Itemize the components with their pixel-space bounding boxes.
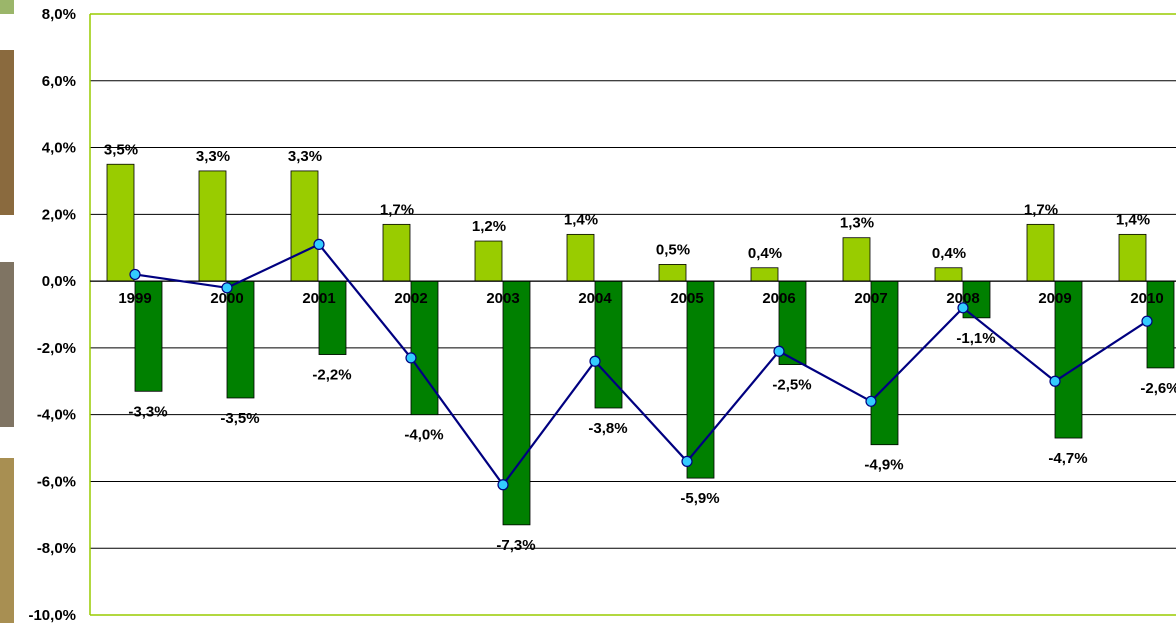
y-tick-label: -8,0% <box>37 540 76 557</box>
x-tick-label: 2004 <box>578 290 612 307</box>
line-marker <box>1141 315 1153 327</box>
x-tick-label: 2005 <box>670 290 703 307</box>
line-marker <box>589 355 601 367</box>
bar-positive <box>106 163 135 282</box>
data-label-positive: 1,3% <box>840 215 874 232</box>
data-label-positive: 3,3% <box>288 148 322 165</box>
x-tick-label: 2003 <box>486 290 519 307</box>
bar-positive <box>566 233 595 282</box>
line-marker <box>681 455 693 468</box>
data-label-negative: -2,2% <box>312 367 351 384</box>
data-label-positive: 0,4% <box>748 245 782 262</box>
bar-negative <box>686 280 715 479</box>
x-tick-label: 2001 <box>302 290 335 307</box>
data-label-negative: -4,9% <box>864 457 903 474</box>
line-marker <box>957 302 969 314</box>
data-label-positive: 1,4% <box>564 211 598 228</box>
y-tick-label: -10,0% <box>28 607 76 623</box>
data-label-negative: -7,3% <box>496 537 535 554</box>
data-label-positive: 3,5% <box>104 141 138 158</box>
data-label-positive: 0,5% <box>656 241 690 258</box>
bar-positive <box>290 170 319 282</box>
y-tick-label: -4,0% <box>37 407 76 424</box>
line-marker <box>773 345 785 357</box>
line-marker <box>865 395 877 407</box>
bar-positive <box>198 170 227 282</box>
bar-negative <box>1054 280 1083 439</box>
line-marker <box>1049 375 1061 387</box>
data-label-negative: -4,7% <box>1048 450 1087 467</box>
bar-positive <box>842 237 871 282</box>
line-marker <box>405 352 417 364</box>
bar-positive <box>658 264 687 282</box>
data-label-negative: -2,5% <box>772 377 811 394</box>
data-label-negative: -3,8% <box>588 420 627 437</box>
y-tick-label: -2,0% <box>37 340 76 357</box>
x-tick-label: 2010 <box>1130 290 1163 307</box>
line-marker <box>129 268 141 281</box>
y-tick-label: 2,0% <box>42 206 76 223</box>
data-label-positive: 1,2% <box>472 218 506 235</box>
bar-negative <box>410 280 439 416</box>
decorative-photo-strip <box>0 0 14 623</box>
x-tick-label: 2009 <box>1038 290 1071 307</box>
line-marker <box>497 479 509 491</box>
data-label-negative: -2,6% <box>1140 380 1176 397</box>
x-tick-label: 1999 <box>118 290 151 307</box>
data-label-negative: -5,9% <box>680 490 719 507</box>
data-label-negative: -4,0% <box>404 427 443 444</box>
data-label-negative: -1,1% <box>956 330 995 347</box>
y-tick-label: -6,0% <box>37 473 76 490</box>
bar-positive <box>934 267 963 282</box>
y-tick-label: 6,0% <box>42 73 76 90</box>
x-tick-label: 2007 <box>854 290 887 307</box>
x-tick-label: 2000 <box>210 290 243 307</box>
line-marker <box>313 238 325 250</box>
data-label-positive: 0,4% <box>932 245 966 262</box>
data-label-positive: 1,7% <box>380 201 414 218</box>
bar-positive <box>474 240 503 282</box>
y-tick-label: 4,0% <box>42 140 76 157</box>
bar-negative <box>226 280 255 399</box>
x-tick-label: 2006 <box>762 290 795 307</box>
x-tick-label: 2002 <box>394 290 427 307</box>
y-tick-label: 8,0% <box>42 6 76 23</box>
line-marker <box>221 282 233 294</box>
data-label-negative: -3,5% <box>220 410 259 427</box>
bar-negative <box>870 280 899 446</box>
data-label-positive: 3,3% <box>196 148 230 165</box>
x-tick-label: 2008 <box>946 290 979 307</box>
bar-positive <box>1118 233 1147 282</box>
balance-line <box>134 243 1148 487</box>
bar-positive <box>382 223 411 282</box>
data-label-positive: 1,7% <box>1024 201 1058 218</box>
y-tick-label: 0,0% <box>42 273 76 290</box>
bar-positive <box>1026 223 1055 282</box>
bar-positive <box>750 267 779 282</box>
data-label-positive: 1,4% <box>1116 211 1150 228</box>
data-label-negative: -3,3% <box>128 403 167 420</box>
